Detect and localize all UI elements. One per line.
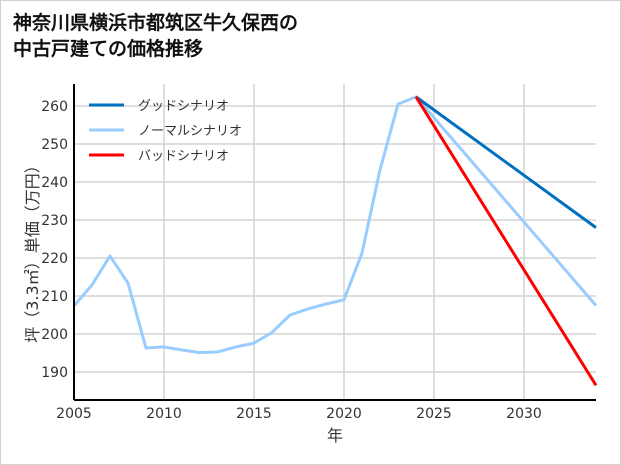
x-tick-label: 2030 bbox=[506, 406, 542, 422]
x-tick-label: 2005 bbox=[56, 406, 92, 422]
series-lines bbox=[72, 95, 598, 387]
series-line bbox=[72, 95, 598, 355]
axes bbox=[73, 84, 596, 401]
chart-title: 神奈川県横浜市都筑区牛久保西の 中古戸建ての価格推移 bbox=[13, 10, 298, 62]
tick-labels: 2005 2010 2015 2020 2025 2030 190 200 210 220 230 2… bbox=[41, 99, 542, 422]
y-axis-label: 坪（3.3㎡）単価（万円） bbox=[23, 157, 42, 342]
x-axis-label: 年 bbox=[327, 426, 343, 445]
y-tick-label: 190 bbox=[41, 365, 68, 381]
y-tick-label: 260 bbox=[41, 99, 68, 115]
x-tick-label: 2015 bbox=[236, 406, 272, 422]
x-tick-label: 2025 bbox=[416, 406, 452, 422]
legend-label: グッドシナリオ bbox=[138, 99, 229, 114]
x-tick-label: 2010 bbox=[146, 406, 182, 422]
series-line bbox=[415, 95, 597, 229]
x-tick-label: 2020 bbox=[326, 406, 362, 422]
legend-label: バッドシナリオ bbox=[138, 149, 229, 164]
y-tick-label: 210 bbox=[41, 289, 68, 305]
chart-title-line-2: 中古戸建ての価格推移 bbox=[13, 38, 204, 60]
series-line bbox=[414, 96, 598, 387]
legend-label: ノーマルシナリオ bbox=[138, 124, 242, 139]
chart-title-line-1: 神奈川県横浜市都筑区牛久保西の bbox=[13, 12, 299, 34]
y-tick-label: 240 bbox=[41, 175, 68, 191]
y-tick-label: 220 bbox=[41, 251, 68, 267]
y-tick-label: 200 bbox=[41, 327, 68, 343]
y-tick-label: 230 bbox=[41, 213, 68, 229]
y-tick-label: 250 bbox=[41, 137, 68, 153]
